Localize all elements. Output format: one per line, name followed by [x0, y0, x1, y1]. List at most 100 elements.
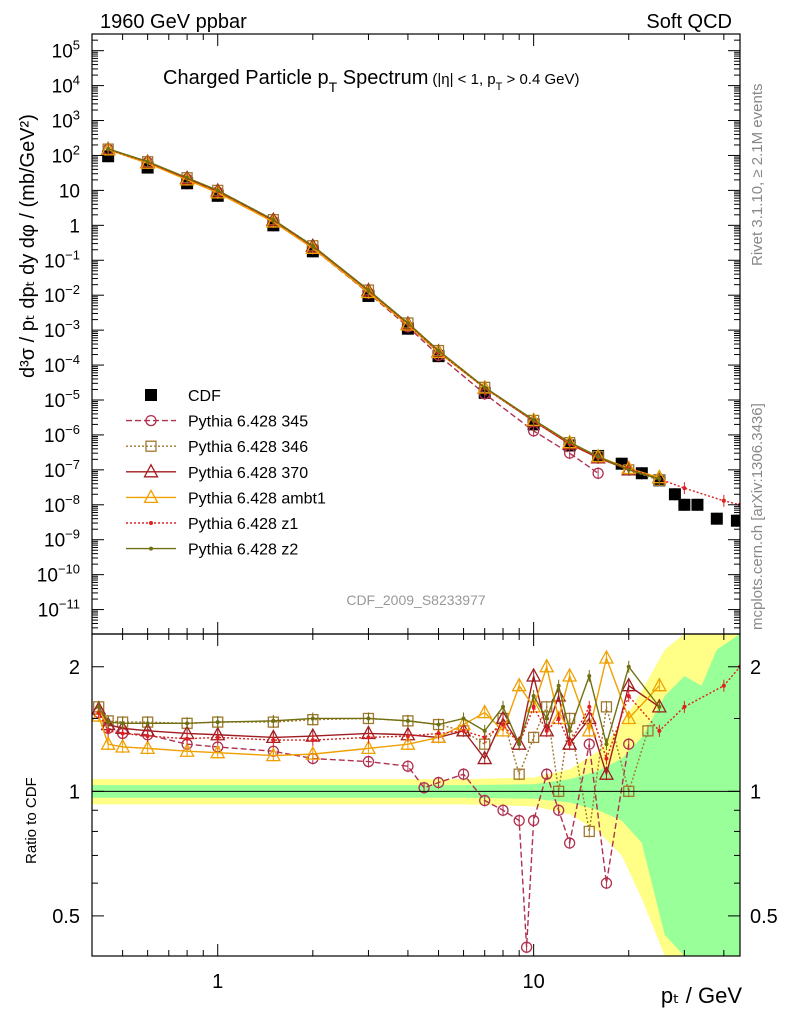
main-data-point: [360, 284, 377, 299]
legend-marker: [149, 521, 153, 525]
ratio-series-0: [93, 706, 635, 954]
main-data-point: [215, 188, 220, 193]
y-tick-label: 10−2: [44, 282, 80, 307]
main-data-point: [436, 348, 441, 353]
ratio-uncertainty-bands: [92, 634, 740, 956]
y-tick-label: 10−7: [44, 457, 80, 482]
y-tick-label: 1: [69, 216, 80, 237]
ratio-data-point: [556, 716, 561, 721]
y-tick-label: 10−1: [44, 247, 80, 272]
main-data-point: [657, 476, 662, 481]
ratio-data-point: [461, 716, 466, 721]
y-tick-label: 10−10: [37, 562, 80, 587]
ratio-y-tick-label-left: 2: [69, 657, 80, 679]
ratio-data-point: [600, 877, 613, 889]
legend-entry: CDF: [145, 388, 221, 405]
y-tick-label: 10−3: [44, 317, 80, 342]
ratio-data-point: [405, 734, 410, 739]
ratio-data-point: [657, 728, 662, 733]
legend-entry: Pythia 6.428 345: [126, 414, 308, 431]
legend-marker: [145, 389, 157, 401]
main-data-point: [678, 498, 691, 511]
main-data-point: [310, 243, 315, 248]
ratio-data-point: [513, 814, 525, 827]
ratio-data-point: [310, 716, 315, 721]
ratio-data-point: [400, 735, 416, 750]
main-series-line: [107, 148, 599, 474]
main-data-point: [305, 239, 321, 254]
ratio-data-point: [482, 728, 487, 733]
ratio-data-point: [567, 742, 572, 747]
ratio-data-point: [497, 804, 509, 816]
legend-entry: Pythia 6.428 ambt1: [126, 489, 326, 507]
ratio-data-point: [305, 745, 321, 760]
ratio-data-point: [477, 704, 493, 719]
ratio-data-point: [544, 728, 549, 733]
analysis-id-label: CDF_2009_S8233977: [346, 592, 486, 608]
ratio-data-point: [92, 707, 107, 722]
x-axis-label: pₜ / GeV: [661, 983, 742, 1008]
main-data-point: [721, 498, 726, 503]
ratio-data-point: [115, 738, 131, 753]
ratio-data-point: [140, 740, 156, 755]
legend-marker: [143, 463, 159, 478]
ratio-y-tick-label-right: 0.5: [750, 906, 778, 928]
legend-label: Pythia 6.428 346: [188, 439, 308, 456]
ratio-data-point: [436, 731, 441, 736]
ratio-data-point: [553, 804, 565, 816]
ratio-data-point: [598, 765, 615, 780]
ratio-data-point: [402, 760, 414, 772]
main-data-point: [668, 488, 681, 501]
ratio-series-5: [96, 660, 662, 751]
plot-title: Charged Particle pT Spectrum (|η| < 1, pT…: [163, 67, 579, 95]
ratio-data-point: [271, 738, 276, 743]
ratio-data-point: [623, 738, 635, 750]
ratio-data-point: [682, 704, 687, 709]
ratio-series-3: [92, 649, 667, 762]
ratio-series-4: [96, 660, 740, 765]
ratio-y-tick-label-right: 2: [750, 657, 761, 679]
ratio-data-point: [517, 742, 522, 747]
ratio-data-point: [418, 782, 430, 794]
ratio-data-point: [563, 837, 576, 849]
ratio-data-point: [567, 728, 572, 733]
ratio-data-point: [721, 683, 726, 688]
ratio-data-point: [106, 720, 111, 725]
ratio-y-axis-label: Ratio to CDF: [23, 777, 40, 864]
y-tick-label: 105: [52, 38, 80, 63]
ratio-data-point: [501, 722, 506, 727]
mcplots-label: mcplots.cern.ch [arXiv:1306.3436]: [749, 403, 766, 630]
y-tick-label: 104: [52, 73, 80, 98]
main-data-point: [271, 217, 276, 222]
ratio-y-tick-label-right: 1: [750, 781, 761, 803]
ratio-data-point: [215, 735, 220, 740]
legend-entry: Pythia 6.428 z1: [126, 516, 298, 533]
ratio-data-point: [531, 704, 536, 709]
axis-tick-labels: 1 1010510410310210110−110−210−310−410−510…: [37, 38, 778, 993]
ratio-data-point: [366, 716, 371, 721]
ratio-data-point: [461, 728, 466, 733]
ratio-data-point: [604, 742, 609, 747]
axis-ticks: [91, 33, 740, 957]
ratio-data-point: [405, 718, 410, 723]
ratio-series-line: [98, 712, 630, 948]
ratio-data-point: [531, 693, 536, 698]
legend-label: CDF: [188, 388, 221, 405]
legend-marker: [143, 489, 159, 504]
ratio-data-point: [520, 941, 533, 953]
legend-label: Pythia 6.428 ambt1: [188, 490, 326, 507]
ratio-data-point: [513, 768, 525, 780]
ratio-series-line: [98, 666, 740, 761]
ratio-data-point: [541, 768, 553, 780]
ratio-data-point: [501, 704, 506, 709]
legend-marker: [145, 414, 157, 427]
ratio-data-point: [436, 722, 441, 727]
main-plot-series: [100, 140, 740, 527]
ratio-data-point: [587, 704, 592, 709]
ratio-data-point: [210, 744, 226, 759]
ratio-data-point: [527, 814, 540, 827]
ratio-data-point: [120, 731, 125, 736]
legend-label: Pythia 6.428 370: [188, 465, 308, 482]
legend-marker: [145, 440, 157, 452]
